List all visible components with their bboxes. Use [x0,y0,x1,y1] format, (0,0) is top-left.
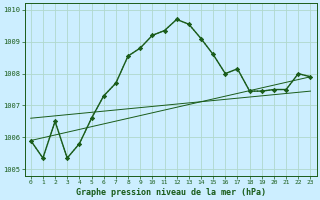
X-axis label: Graphe pression niveau de la mer (hPa): Graphe pression niveau de la mer (hPa) [76,188,266,197]
